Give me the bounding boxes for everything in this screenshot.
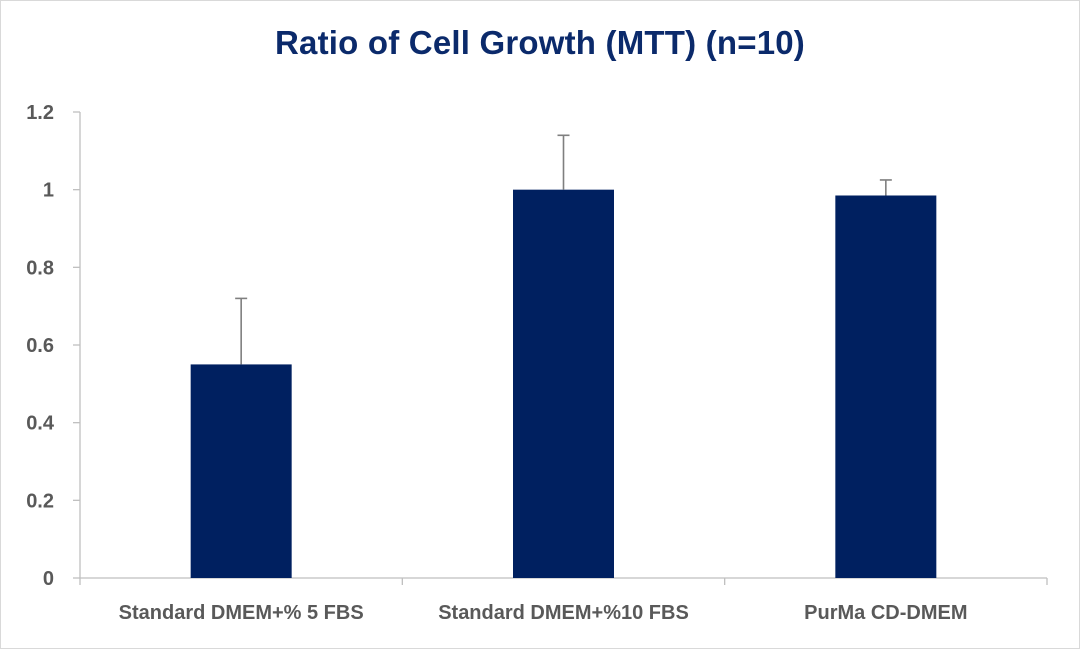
- chart-title: Ratio of Cell Growth (MTT) (n=10): [275, 24, 805, 61]
- bar: [513, 189, 614, 578]
- y-tick-label: 0: [43, 568, 54, 590]
- y-tick-label: 0.8: [26, 257, 54, 279]
- x-category-label: Standard DMEM+% 5 FBS: [119, 602, 364, 624]
- y-tick-label: 0.6: [26, 335, 54, 357]
- x-category-label: Standard DMEM+%10 FBS: [438, 602, 689, 624]
- y-tick-label: 0.2: [26, 490, 54, 512]
- y-tick-labels: 0 0.2 0.4 0.6 0.8 1 1.2: [26, 102, 55, 590]
- y-tick-label: 1: [43, 180, 54, 202]
- bar: [835, 195, 937, 578]
- x-category-labels: Standard DMEM+% 5 FBS Standard DMEM+%10 F…: [119, 602, 968, 624]
- y-tick-label: 0.4: [26, 413, 55, 435]
- error-bars: [235, 134, 892, 365]
- y-tick-label: 1.2: [26, 102, 54, 124]
- bar: [190, 364, 292, 578]
- x-category-label: PurMa CD-DMEM: [804, 602, 967, 624]
- bars: [190, 189, 937, 578]
